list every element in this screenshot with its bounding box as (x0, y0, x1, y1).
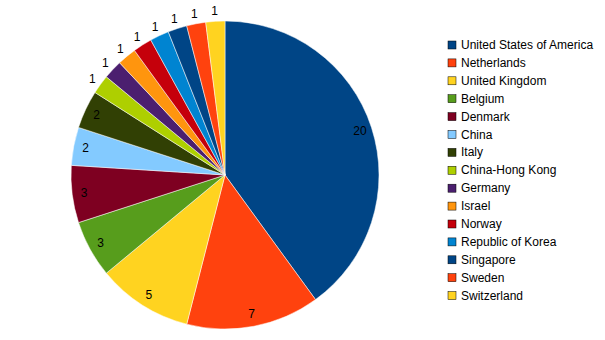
data-label: 3 (97, 236, 104, 250)
legend-swatch (448, 292, 456, 300)
slices (71, 21, 379, 329)
legend-swatch (448, 95, 456, 103)
data-label: 1 (117, 42, 124, 56)
legend-label: Sweden (461, 271, 504, 285)
legend-swatch (448, 220, 456, 228)
legend-label: Netherlands (461, 56, 526, 70)
legend-swatch (448, 77, 456, 85)
data-label: 1 (89, 72, 96, 86)
legend-swatch (448, 59, 456, 67)
data-labels: 2075332211111111 (81, 4, 367, 321)
pie-slice (71, 165, 225, 222)
chart-container: 2075332211111111United States of America… (0, 0, 605, 340)
legend-label: Norway (461, 217, 502, 231)
data-label: 1 (134, 30, 141, 44)
data-label: 1 (191, 7, 198, 21)
data-label: 1 (102, 56, 109, 70)
pie-slice (206, 21, 225, 175)
legend-label: China (461, 128, 493, 142)
legend-label: Belgium (461, 92, 504, 106)
legend-label: China-Hong Kong (461, 163, 556, 177)
legend-label: Switzerland (461, 289, 523, 303)
legend-label: Italy (461, 145, 483, 159)
legend-swatch (448, 148, 456, 156)
legend-swatch (448, 41, 456, 49)
legend-swatch (448, 113, 456, 121)
data-label: 2 (93, 108, 100, 122)
legend: United States of America Netherlands Unite… (448, 38, 593, 303)
data-label: 1 (152, 20, 159, 34)
data-label: 5 (146, 288, 153, 302)
legend-label: Israel (461, 199, 490, 213)
data-label: 1 (211, 4, 218, 18)
legend-label: United Kingdom (461, 74, 546, 88)
legend-label: Republic of Korea (461, 235, 557, 249)
data-label: 20 (353, 124, 367, 138)
legend-swatch (448, 184, 456, 192)
legend-label: Denmark (461, 110, 511, 124)
legend-label: United States of America (461, 38, 593, 52)
legend-label: Singapore (461, 253, 516, 267)
data-label: 2 (82, 141, 89, 155)
legend-swatch (448, 202, 456, 210)
pie-chart: 2075332211111111United States of America… (0, 0, 605, 340)
legend-label: Germany (461, 181, 510, 195)
legend-swatch (448, 131, 456, 139)
data-label: 7 (248, 307, 255, 321)
data-label: 3 (81, 186, 88, 200)
legend-swatch (448, 166, 456, 174)
legend-swatch (448, 256, 456, 264)
data-label: 1 (171, 12, 178, 26)
legend-swatch (448, 274, 456, 282)
legend-swatch (448, 238, 456, 246)
